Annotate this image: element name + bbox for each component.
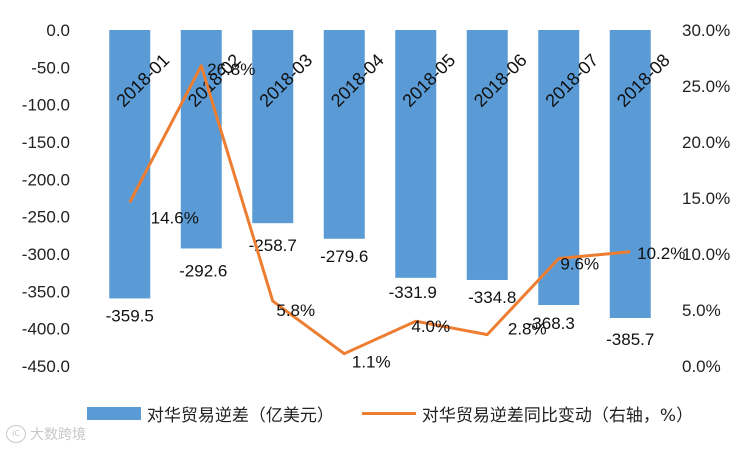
bar (109, 30, 151, 299)
legend-swatch-line (361, 411, 416, 415)
line-data-label: 26.8% (207, 60, 255, 79)
y-right-tick-label: 25.0% (682, 77, 730, 96)
y-left-tick-label: -450.0 (22, 357, 70, 376)
y-left-tick-label: -50.0 (31, 58, 70, 77)
y-right-tick-label: 30.0% (682, 21, 730, 40)
bar-data-label: -258.7 (249, 236, 297, 255)
line-data-label: 14.6% (151, 208, 199, 227)
bar (609, 30, 651, 318)
bar (252, 30, 294, 224)
y-right-tick-label: 0.0% (682, 357, 721, 376)
line-data-label: 10.2% (637, 244, 685, 263)
watermark-logo-icon: iC (6, 425, 26, 443)
bar-data-label: -279.6 (320, 247, 368, 266)
y-left-tick-label: -400.0 (22, 320, 70, 339)
y-left-tick-label: -250.0 (22, 208, 70, 227)
y-right-tick-label: 10.0% (682, 245, 730, 264)
y-left-tick-label: -150.0 (22, 133, 70, 152)
bar-data-label: -368.3 (527, 314, 575, 333)
y-left-tick-label: -100.0 (22, 96, 70, 115)
legend-item-line: 对华贸易逆差同比变动（右轴，%） (361, 401, 694, 426)
legend-item-bar: 对华贸易逆差（亿美元） (86, 401, 334, 426)
y-right-tick-label: 15.0% (682, 189, 730, 208)
y-right-tick-label: 20.0% (682, 133, 730, 152)
y-left-tick-label: -300.0 (22, 245, 70, 264)
line-data-label: 2.8% (508, 320, 547, 339)
line-data-label: 4.0% (411, 317, 450, 336)
bar-data-label: -331.9 (389, 283, 437, 302)
bar-data-label: -334.8 (468, 288, 516, 307)
legend-swatch-bar (86, 406, 141, 420)
y-left-tick-label: 0.0 (46, 21, 70, 40)
legend-label-line: 对华贸易逆差同比变动（右轴，%） (421, 405, 694, 426)
chart-legend: 对华贸易逆差（亿美元） 对华贸易逆差同比变动（右轴，%） (60, 400, 720, 426)
bar-data-label: -292.6 (179, 261, 227, 280)
line-data-label: 9.6% (560, 254, 599, 273)
y-right-tick-label: 5.0% (682, 301, 721, 320)
bar (466, 30, 508, 280)
line-data-label: 1.1% (352, 353, 391, 372)
legend-label-bar: 对华贸易逆差（亿美元） (146, 405, 334, 426)
watermark-text: 大数跨境 (30, 427, 86, 443)
line-series (128, 64, 631, 356)
line-data-label: 5.8% (276, 301, 315, 320)
bar (395, 30, 437, 278)
y-left-tick-label: -200.0 (22, 170, 70, 189)
bar-data-label: -385.7 (606, 330, 654, 349)
bar (323, 30, 365, 239)
watermark: iC 大数跨境 (6, 424, 86, 444)
y-left-tick-label: -350.0 (22, 282, 70, 301)
bar-data-label: -359.5 (106, 306, 154, 325)
